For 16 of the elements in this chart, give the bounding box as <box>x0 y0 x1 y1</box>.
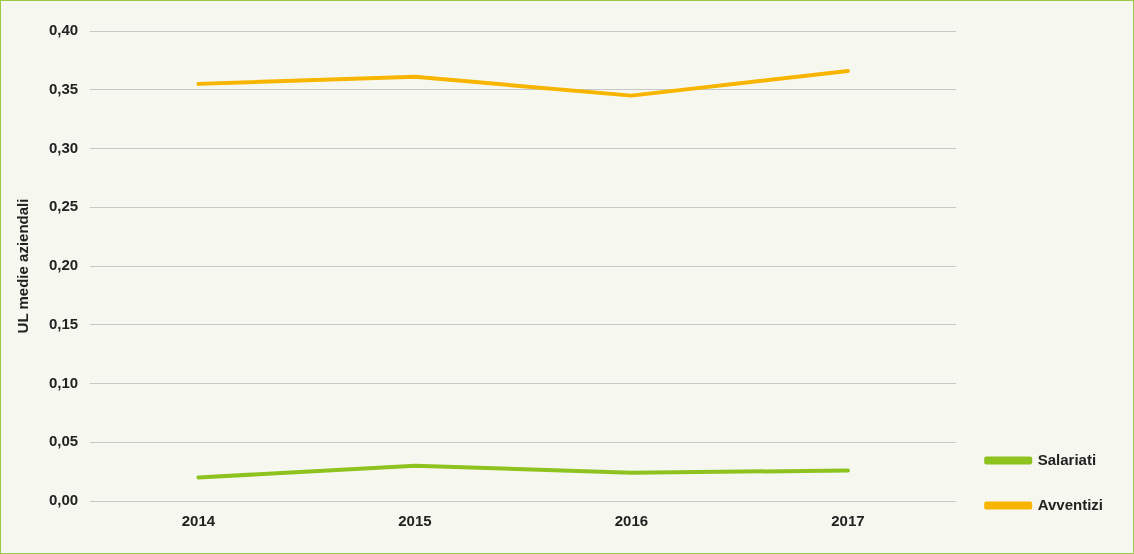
y-tick-label: 0,10 <box>48 373 79 391</box>
y-tick-label: 0,30 <box>48 138 79 156</box>
y-tick-label: 0,05 <box>48 432 79 450</box>
x-tick-label: 2017 <box>831 512 865 530</box>
x-tick-label: 2014 <box>181 512 216 530</box>
y-tick-label: 0,20 <box>48 256 79 274</box>
legend-label: Avventizi <box>1037 495 1103 513</box>
y-tick-label: 0,15 <box>48 314 79 332</box>
y-tick-label: 0,40 <box>48 21 79 39</box>
x-tick-label: 2015 <box>398 512 432 530</box>
x-tick-label: 2016 <box>614 512 649 530</box>
legend-label: Salariati <box>1037 450 1097 468</box>
y-axis-title: UL medie aziendali <box>14 198 32 334</box>
y-tick-label: 0,25 <box>48 197 79 215</box>
y-tick-label: 0,35 <box>48 79 79 97</box>
y-tick-label: 0,00 <box>48 491 79 509</box>
